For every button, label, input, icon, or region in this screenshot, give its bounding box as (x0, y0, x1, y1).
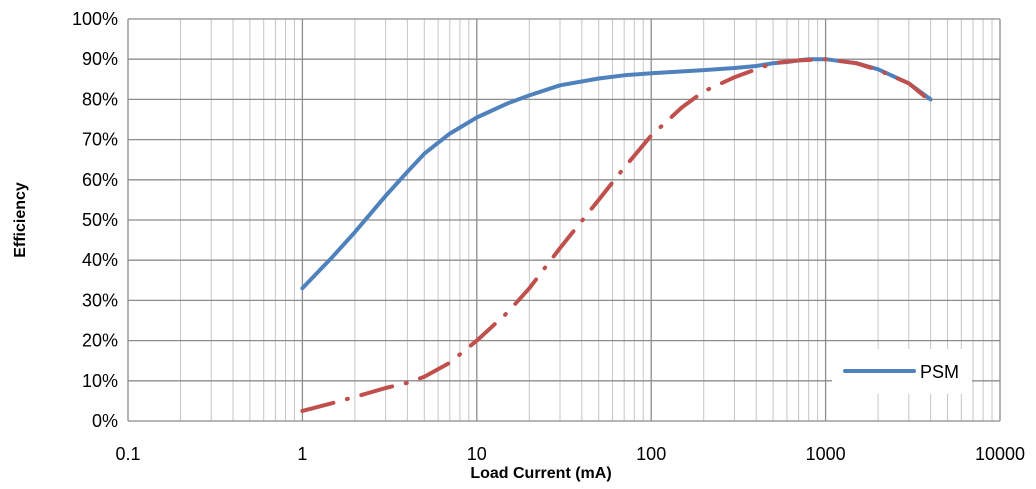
x-tick-labels: 0.1 1 10 100 1000 10000 (115, 444, 1025, 464)
series-line-psm (300, 57, 933, 291)
legend-label-psm: PSM (920, 362, 959, 382)
x-tick-label: 10000 (975, 444, 1025, 464)
y-tick-label: 20% (82, 331, 118, 351)
y-tick-label: 10% (82, 371, 118, 391)
x-tick-label: 1000 (806, 444, 846, 464)
major-gridlines (127, 18, 1001, 422)
x-tick-label: 1 (297, 444, 307, 464)
y-tick-label: 80% (82, 89, 118, 109)
y-tick-label: 60% (82, 170, 118, 190)
series-line-series-2 (300, 57, 933, 413)
x-tick-label: 100 (636, 444, 666, 464)
y-tick-label: 30% (82, 290, 118, 310)
y-tick-label: 90% (82, 49, 118, 69)
series-layer (300, 57, 933, 413)
y-tick-label: 50% (82, 210, 118, 230)
legend: PSM (832, 349, 972, 394)
x-axis-title: Load Current (mA) (470, 465, 611, 482)
x-tick-label: 0.1 (115, 444, 140, 464)
x-tick-label: 10 (467, 444, 487, 464)
y-axis-title: Efficiency (12, 182, 29, 258)
y-tick-label: 40% (82, 250, 118, 270)
y-tick-label: 70% (82, 130, 118, 150)
y-tick-label: 100% (72, 9, 118, 29)
y-tick-labels: 0% 10% 20% 30% 40% 50% 60% 70% 80% 90% 100% (72, 9, 118, 431)
y-tick-label: 0% (92, 411, 118, 431)
